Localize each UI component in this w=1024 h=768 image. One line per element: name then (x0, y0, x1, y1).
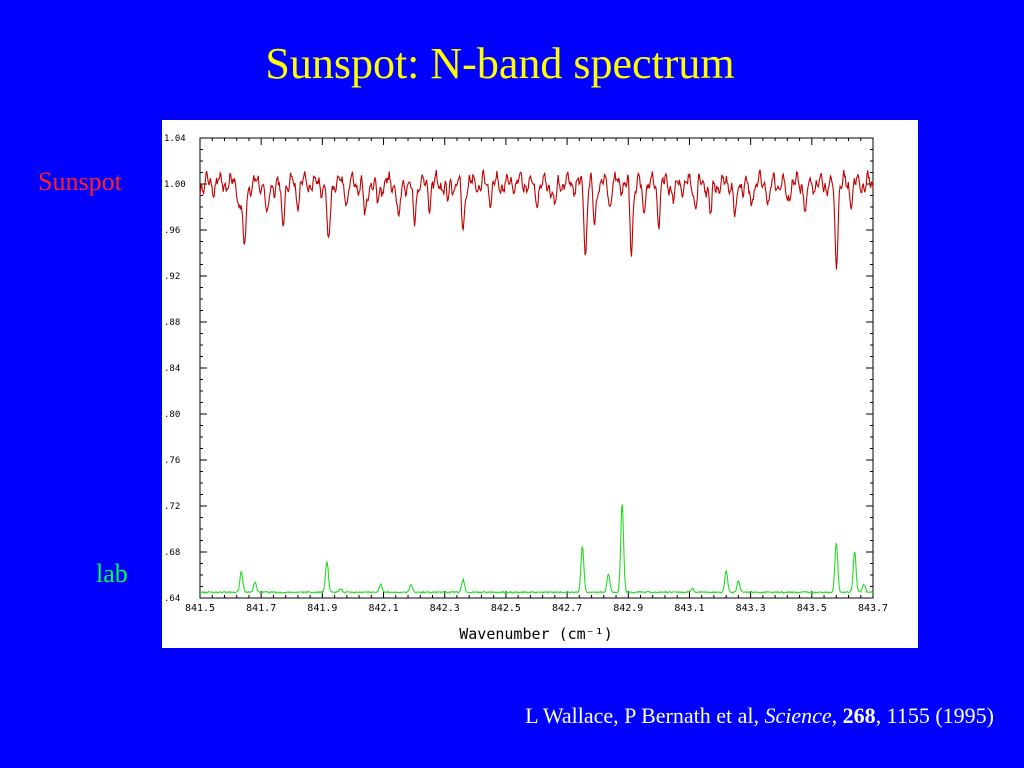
slide-title: Sunspot: N-band spectrum (0, 36, 1000, 92)
sunspot-series-label: Sunspot (38, 167, 122, 196)
citation-sep: , (831, 703, 843, 728)
x-axis-label: Wavenumber (cm⁻¹) (459, 625, 613, 643)
y-tick-label: .68 (164, 548, 180, 558)
series-lines (199, 168, 874, 594)
lab-spectrum-line (199, 503, 874, 594)
y-tick-label: .84 (164, 364, 180, 374)
x-tick-label: 843.7 (858, 603, 888, 614)
spectrum-plot-panel: 841.5 841.7 841.9 842.1 842.3 842.5 842.7 842.9… (162, 120, 918, 648)
lab-series-label: lab (96, 559, 128, 588)
x-tick-label: 843.5 (797, 603, 827, 614)
citation-volume: 268 (842, 703, 876, 728)
x-tick-label: 841.9 (307, 603, 337, 614)
x-tick-label: 842.5 (491, 603, 521, 614)
slide-title-text: Sunspot: N-band spectrum (265, 39, 735, 88)
axes: 841.5 841.7 841.9 842.1 842.3 842.5 842.7 842.9… (164, 134, 888, 614)
y-tick-label: .76 (164, 456, 180, 466)
x-tick-label: 842.3 (430, 603, 460, 614)
y-tick-label: .92 (164, 272, 180, 282)
y-tick-label: .80 (164, 410, 180, 420)
citation: L Wallace, P Bernath et al, Science, 268… (525, 702, 994, 730)
x-tick-label: 842.9 (613, 603, 643, 614)
citation-authors: L Wallace, P Bernath et al, (525, 703, 765, 728)
citation-journal: Science (764, 703, 832, 728)
x-tick-label: 842.7 (552, 603, 582, 614)
sunspot-spectrum-line (199, 168, 874, 270)
y-tick-label: 1.00 (164, 180, 186, 190)
x-tick-label: 843.3 (736, 603, 766, 614)
x-tick-label: 842.1 (368, 603, 398, 614)
x-tick-label: 843.1 (674, 603, 704, 614)
y-tick-label: 1.04 (164, 134, 186, 144)
y-tick-label: .96 (164, 226, 180, 236)
y-tick-label: .64 (164, 594, 180, 604)
y-tick-label: .88 (164, 318, 180, 328)
x-tick-label: 841.5 (185, 603, 215, 614)
citation-pages-year: , 1155 (1995) (875, 703, 994, 728)
x-tick-label: 841.7 (246, 603, 276, 614)
y-tick-label: .72 (164, 502, 180, 512)
spectrum-chart: 841.5 841.7 841.9 842.1 842.3 842.5 842.7 842.9… (164, 134, 888, 643)
